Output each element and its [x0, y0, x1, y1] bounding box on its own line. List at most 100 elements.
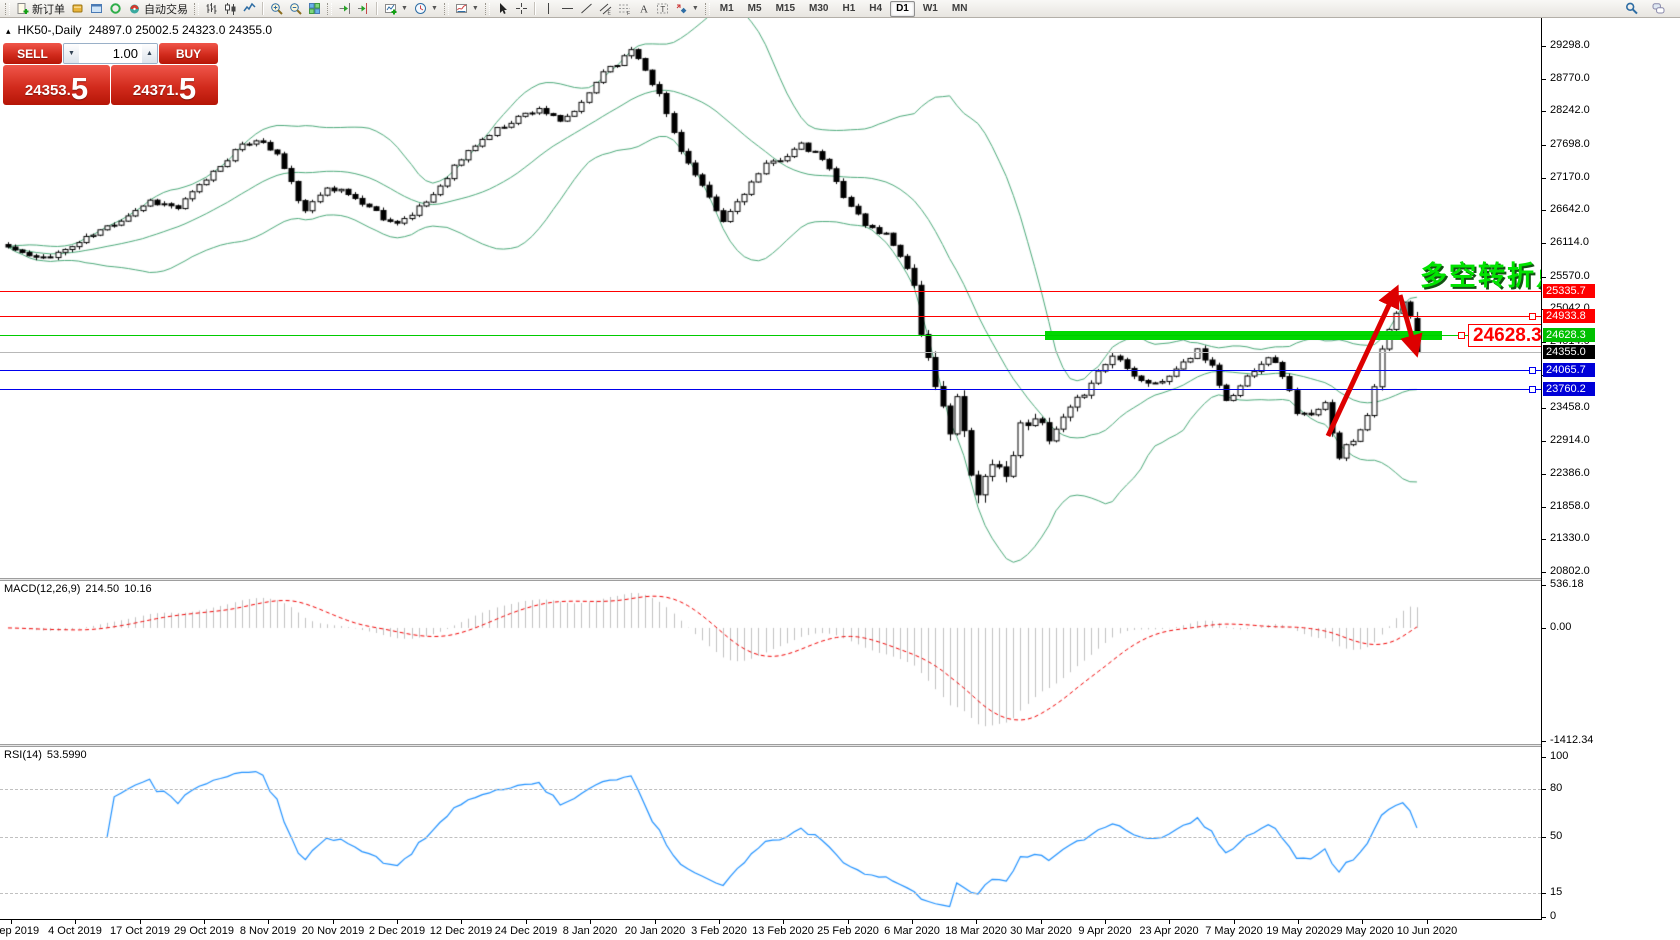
- sell-price[interactable]: 24353. 5: [3, 65, 110, 105]
- timeframe-m30[interactable]: M30: [809, 2, 829, 14]
- horizontal-line-button[interactable]: [558, 1, 577, 17]
- chart-shift-button[interactable]: [354, 1, 373, 17]
- text-button[interactable]: A: [634, 1, 653, 17]
- fibonacci-button[interactable]: F: [615, 1, 634, 17]
- resistance-line-24933[interactable]: [0, 316, 1541, 317]
- timeframe-h4[interactable]: H4: [869, 2, 883, 14]
- zoom-out-button[interactable]: [286, 1, 305, 17]
- toolbar-grip[interactable]: [484, 2, 490, 15]
- arrows-button[interactable]: ▼: [672, 1, 702, 17]
- date-tick: [976, 920, 977, 924]
- date-tick: [912, 920, 913, 924]
- timeframe-m15[interactable]: M15: [775, 2, 796, 14]
- timeframe-m1[interactable]: M1: [719, 2, 734, 14]
- trend-arrow-up[interactable]: [1325, 284, 1400, 438]
- tile-windows-button[interactable]: [305, 1, 324, 17]
- periods-button[interactable]: ▼: [411, 1, 441, 17]
- sell-button[interactable]: SELL: [3, 43, 62, 64]
- support-line-24628-handle[interactable]: [1458, 332, 1465, 339]
- resistance-line-25335[interactable]: [0, 291, 1541, 292]
- cursor-button[interactable]: [493, 1, 512, 17]
- toolbar-grip[interactable]: [443, 2, 449, 15]
- rsi-tick-80-tick: [1542, 789, 1546, 790]
- collapse-icon[interactable]: ▴: [6, 26, 11, 36]
- date-label: 13 Feb 2020: [752, 925, 814, 937]
- trend-arrows[interactable]: [0, 18, 1541, 578]
- channel-button[interactable]: E: [596, 1, 615, 17]
- chevron-down-icon[interactable]: ▼: [471, 5, 479, 12]
- search-button[interactable]: [1622, 1, 1641, 17]
- support-line-23760[interactable]: [0, 389, 1541, 390]
- market-watch-button[interactable]: [87, 1, 106, 17]
- buy-button[interactable]: BUY: [159, 43, 218, 64]
- templates-button[interactable]: ▼: [452, 1, 482, 17]
- trend-arrow-down[interactable]: [1397, 294, 1423, 358]
- chat-icon: [1652, 3, 1665, 14]
- chevron-down-icon[interactable]: ▼: [430, 5, 438, 12]
- date-label: 2 Dec 2019: [368, 925, 426, 937]
- zoom-in-button[interactable]: [267, 1, 286, 17]
- macd-pane[interactable]: MACD(12,26,9) 214.50 10.16: [0, 581, 1541, 744]
- trendline-button[interactable]: [577, 1, 596, 17]
- pane-splitter-rsi[interactable]: [0, 744, 1680, 747]
- date-tick: [719, 920, 720, 924]
- pane-splitter-macd[interactable]: [0, 578, 1680, 581]
- candlestick-chart-button[interactable]: [221, 1, 240, 17]
- zoom-out-icon: [290, 3, 302, 15]
- buy-price[interactable]: 24371. 5: [111, 65, 218, 105]
- timeframe-m5[interactable]: M5: [747, 2, 762, 14]
- price-axis[interactable]: 29298.0 28770.0 28242.0 27698.0 27170.0 26642…: [1541, 18, 1680, 922]
- chevron-down-icon[interactable]: ▼: [691, 5, 699, 12]
- toolbar-grip[interactable]: [327, 2, 332, 15]
- toolbar-grip[interactable]: [704, 2, 710, 15]
- price-tick-25570.0-tick: [1542, 277, 1546, 278]
- volume-increase-button[interactable]: ▲: [142, 44, 157, 63]
- timeframe-d1[interactable]: D1: [890, 0, 915, 17]
- level-price-label[interactable]: 24628.3: [1468, 324, 1541, 347]
- main-chart-pane[interactable]: 多空转折点 24628.3 ▴ HK50-,Daily 24897.0 2500…: [0, 18, 1541, 578]
- candlestick-canvas[interactable]: [0, 18, 1541, 578]
- trendline-icon: [580, 3, 592, 14]
- navigator-button[interactable]: [106, 1, 125, 17]
- resistance-line-24933-handle[interactable]: [1529, 313, 1536, 320]
- indicators-button[interactable]: ▼: [381, 1, 411, 17]
- rsi-tick-50-tick: [1542, 837, 1546, 838]
- price-tick-22386.0: 22386.0: [1550, 467, 1590, 479]
- macd-tick-0.00: 0.00: [1550, 621, 1572, 633]
- date-tick: [333, 920, 334, 924]
- chat-button[interactable]: [1649, 1, 1668, 17]
- time-axis[interactable]: 3 Sep 2019 4 Oct 2019 17 Oct 2019 29 Oct 20…: [0, 919, 1680, 940]
- autotrading-button[interactable]: 自动交易: [125, 1, 191, 17]
- bar-chart-button[interactable]: [202, 1, 221, 17]
- rsi-canvas[interactable]: [0, 747, 1541, 919]
- support-line-23760-handle[interactable]: [1529, 386, 1536, 393]
- support-line-24628[interactable]: [0, 335, 1541, 336]
- rsi-pane[interactable]: RSI(14) 53.5990: [0, 747, 1541, 919]
- timeframe-mn[interactable]: MN: [951, 2, 968, 14]
- support-line-24065[interactable]: [0, 370, 1541, 371]
- bid-line-24355[interactable]: [0, 352, 1541, 353]
- crosshair-button[interactable]: [512, 1, 531, 17]
- toolbar-grip[interactable]: [5, 2, 10, 15]
- vertical-line-button[interactable]: [539, 1, 558, 17]
- toolbar-grip[interactable]: [194, 2, 199, 15]
- price-tick-29298.0: 29298.0: [1550, 39, 1590, 51]
- chart-wizard-button[interactable]: [68, 1, 87, 17]
- rsi-tick-0-tick: [1542, 917, 1546, 918]
- blue-window-icon: [91, 4, 102, 13]
- turning-point-annotation[interactable]: 多空转折点: [1420, 261, 1541, 291]
- support-line-24065-handle[interactable]: [1529, 367, 1536, 374]
- timeframe-w1[interactable]: W1: [922, 2, 938, 14]
- label-button[interactable]: T: [653, 1, 672, 17]
- timeframe-h1[interactable]: H1: [842, 2, 856, 14]
- volume-input[interactable]: [79, 44, 142, 63]
- volume-decrease-button[interactable]: ▼: [64, 44, 79, 63]
- line-chart-button[interactable]: [240, 1, 259, 17]
- price-tick-27170.0: 27170.0: [1550, 171, 1590, 183]
- date-tick: [655, 920, 656, 924]
- macd-canvas[interactable]: [0, 581, 1541, 744]
- auto-scroll-button[interactable]: [335, 1, 354, 17]
- price-tick-27170.0-tick: [1542, 178, 1546, 179]
- chevron-down-icon[interactable]: ▼: [401, 5, 408, 12]
- new-order-button[interactable]: 新订单: [13, 1, 68, 17]
